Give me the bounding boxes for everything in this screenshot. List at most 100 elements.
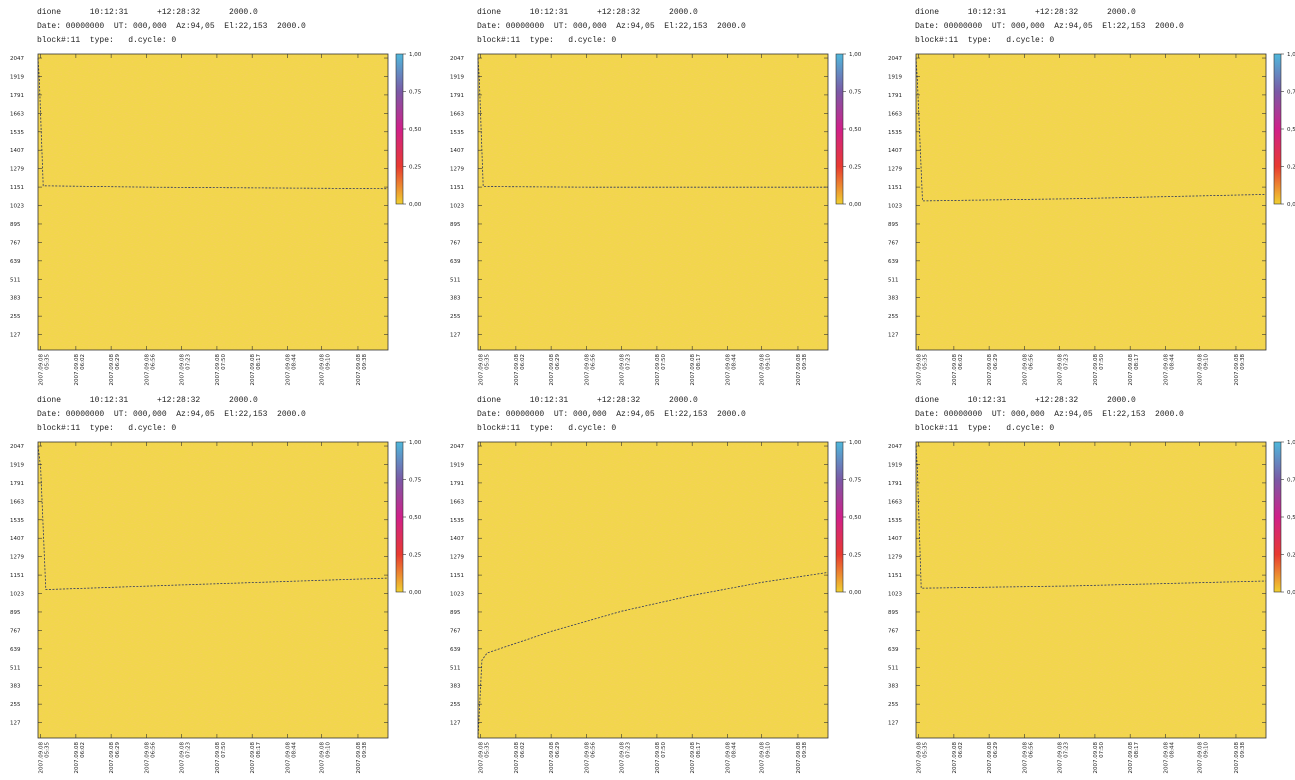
header-line: dione 10:12:31 +12:28:32 2000.0 (37, 8, 258, 17)
overlay-line (37, 445, 389, 591)
y-tick-label: 511 (450, 277, 461, 283)
colorbar-tick-label: 0,75 (1287, 478, 1295, 484)
y-tick-label: 1151 (10, 185, 24, 191)
x-tick-label: 2007.09.0807:50 (655, 742, 667, 774)
x-tick-label: 2007.09.0809:38 (796, 354, 808, 386)
x-tick-label: 2007.09.0807:50 (215, 742, 227, 774)
header-line: block#:11 type: d.cycle: 0 (915, 36, 1054, 45)
x-tick-label: 2007.09.0809:10 (319, 742, 331, 774)
header-line: Date: 00000000 UT: 000,000 Az:94,05 El:2… (37, 410, 306, 419)
overlay-line (477, 572, 829, 739)
y-tick-label: 1023 (888, 204, 902, 210)
x-tick-label: 2007.09.0806:02 (514, 354, 526, 386)
colorbar-tick-label: 0,75 (1287, 90, 1295, 96)
chart-panel: dione 10:12:31 +12:28:32 2000.0 Date: 000… (450, 396, 862, 774)
x-tick-label: 2007.09.0809:10 (1197, 742, 1209, 774)
colorbar (395, 53, 404, 205)
y-tick-label: 639 (10, 259, 21, 265)
y-tick-label: 255 (450, 702, 461, 708)
y-tick-label: 1407 (888, 148, 902, 154)
y-tick-label: 127 (888, 333, 899, 339)
header-line: dione 10:12:31 +12:28:32 2000.0 (915, 396, 1136, 405)
y-tick-label: 1279 (450, 555, 464, 561)
overlay-line (915, 445, 1267, 589)
y-tick-label: 127 (450, 721, 461, 727)
colorbar-tick-label: 0,75 (849, 90, 862, 96)
x-tick-label: 2007.09.0806:02 (74, 742, 86, 774)
x-tick-label: 2007.09.0808:44 (285, 742, 297, 774)
y-tick-label: 2047 (450, 444, 464, 450)
y-tick-label: 1663 (10, 499, 24, 505)
x-tick-label: 2007.09.0809:38 (356, 354, 368, 386)
y-tick-label: 2047 (10, 444, 24, 450)
y-tick-label: 1535 (450, 518, 464, 524)
y-tick-label: 1151 (888, 573, 902, 579)
colorbar-tick-label: 1,00 (849, 52, 862, 58)
y-tick-label: 1663 (450, 499, 464, 505)
y-tick-label: 1919 (888, 462, 902, 468)
y-tick-label: 2047 (10, 56, 24, 62)
x-tick-label: 2007.09.0807:50 (1093, 742, 1105, 774)
y-tick-label: 1151 (888, 185, 902, 191)
x-tick-label: 2007.09.0805:35 (917, 742, 929, 774)
heatmap-texture (478, 54, 828, 350)
y-tick-label: 2047 (888, 444, 902, 450)
y-tick-label: 1023 (10, 204, 24, 210)
y-tick-label: 127 (450, 333, 461, 339)
y-tick-label: 1407 (450, 536, 464, 542)
y-tick-label: 1663 (450, 111, 464, 117)
x-tick-label: 2007.09.0806:02 (514, 742, 526, 774)
y-tick-label: 767 (450, 240, 461, 246)
y-tick-label: 1023 (10, 592, 24, 598)
x-tick-label: 2007.09.0809:10 (759, 354, 771, 386)
chart-panel: dione 10:12:31 +12:28:32 2000.0 Date: 000… (888, 8, 1295, 386)
x-tick-label: 2007.09.0806:56 (1022, 742, 1034, 774)
x-tick-label: 2007.09.0806:56 (144, 354, 156, 386)
y-tick-label: 1919 (10, 74, 24, 80)
colorbar (1273, 53, 1282, 205)
y-tick-label: 255 (888, 702, 899, 708)
colorbar-tick-label: 0,25 (849, 165, 862, 171)
header-line: block#:11 type: d.cycle: 0 (37, 424, 176, 433)
y-tick-label: 639 (450, 647, 461, 653)
plot-frame (915, 441, 1267, 739)
y-tick-label: 1919 (450, 462, 464, 468)
x-tick-label: 2007.09.0806:29 (109, 742, 121, 774)
y-tick-label: 1663 (888, 499, 902, 505)
colorbar-tick-label: 1,00 (849, 440, 862, 446)
y-tick-label: 1279 (888, 555, 902, 561)
colorbar-tick-label: 0,00 (849, 202, 862, 208)
colorbar-tick-label: 0,25 (1287, 553, 1295, 559)
overlay-line (477, 57, 828, 188)
colorbar-tick-label: 0,00 (1287, 590, 1295, 596)
y-tick-label: 2047 (450, 56, 464, 62)
x-tick-label: 2007.09.0809:10 (759, 742, 771, 774)
y-tick-label: 1791 (450, 93, 464, 99)
colorbar-tick-label: 0,75 (409, 478, 422, 484)
y-tick-label: 1151 (450, 573, 464, 579)
x-tick-label: 2007.09.0806:29 (549, 354, 561, 386)
y-tick-label: 383 (888, 684, 899, 690)
y-tick-label: 1535 (10, 518, 24, 524)
y-tick-label: 767 (10, 240, 21, 246)
y-tick-label: 895 (450, 610, 461, 616)
x-tick-label: 2007.09.0807:23 (180, 354, 192, 386)
y-tick-label: 1791 (888, 481, 902, 487)
x-tick-label: 2007.09.0806:29 (549, 742, 561, 774)
x-tick-label: 2007.09.0808:17 (1128, 354, 1140, 386)
colorbar (395, 441, 404, 593)
x-tick-label: 2007.09.0808:17 (250, 354, 262, 386)
colorbar (835, 441, 844, 593)
colorbar-tick-label: 0,50 (849, 515, 862, 521)
x-tick-label: 2007.09.0808:44 (1163, 354, 1175, 386)
y-tick-label: 1919 (450, 74, 464, 80)
x-tick-label: 2007.09.0805:35 (39, 354, 51, 386)
x-tick-label: 2007.09.0809:38 (356, 742, 368, 774)
plot-frame (477, 441, 829, 739)
y-tick-label: 255 (10, 314, 21, 320)
y-tick-label: 639 (10, 647, 21, 653)
chart-panel: dione 10:12:31 +12:28:32 2000.0 Date: 000… (10, 8, 422, 386)
header-line: Date: 00000000 UT: 000,000 Az:94,05 El:2… (915, 22, 1184, 31)
colorbar-tick-label: 0,50 (1287, 515, 1295, 521)
header-line: dione 10:12:31 +12:28:32 2000.0 (477, 396, 698, 405)
